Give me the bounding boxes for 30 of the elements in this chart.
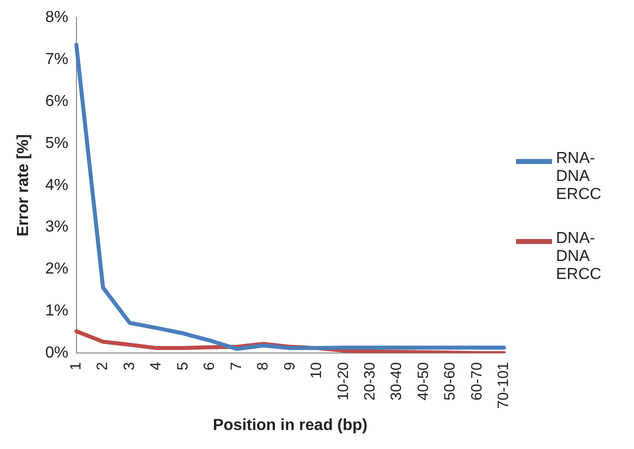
x-tick-label: 60-70 [468, 362, 486, 400]
y-tick-label: 7% [45, 50, 68, 68]
y-axis-title: Error rate [%] [15, 134, 32, 236]
y-tick-label: 2% [45, 260, 68, 278]
x-tick-label: 10 [308, 362, 326, 379]
x-tick-label: 50-60 [442, 362, 459, 400]
y-tick-label: 6% [45, 92, 68, 110]
y-tick-label: 3% [45, 218, 68, 236]
x-tick-label: 70-101 [495, 362, 512, 409]
legend-label: RNA-DNA ERCC [556, 150, 602, 204]
x-tick-label: 7 [228, 362, 245, 370]
y-tick-label: 8% [45, 9, 68, 26]
legend-label: DNA-DNA ERCC [556, 230, 602, 284]
x-tick-label: 40-50 [414, 362, 432, 400]
x-tick-label: 1 [67, 362, 84, 370]
x-tick-label: 2 [94, 362, 112, 370]
x-tick-label: 8 [254, 362, 272, 370]
x-tick-label: 4 [148, 362, 165, 370]
y-tick-label: 0% [45, 344, 68, 362]
y-tick-label: 4% [45, 176, 68, 194]
x-tick-label: 30-40 [388, 362, 406, 400]
x-tick-label: 6 [201, 362, 218, 370]
y-tick-label: 5% [45, 134, 68, 152]
x-tick-label: 9 [281, 362, 298, 370]
x-tick-label: 10-20 [334, 362, 352, 400]
y-tick-label: 1% [45, 302, 68, 320]
x-tick-label: 5 [174, 362, 192, 370]
x-tick-label: 3 [120, 362, 138, 370]
x-tick-label: 20-30 [361, 362, 378, 400]
x-axis-title: Position in read (bp) [212, 416, 368, 434]
